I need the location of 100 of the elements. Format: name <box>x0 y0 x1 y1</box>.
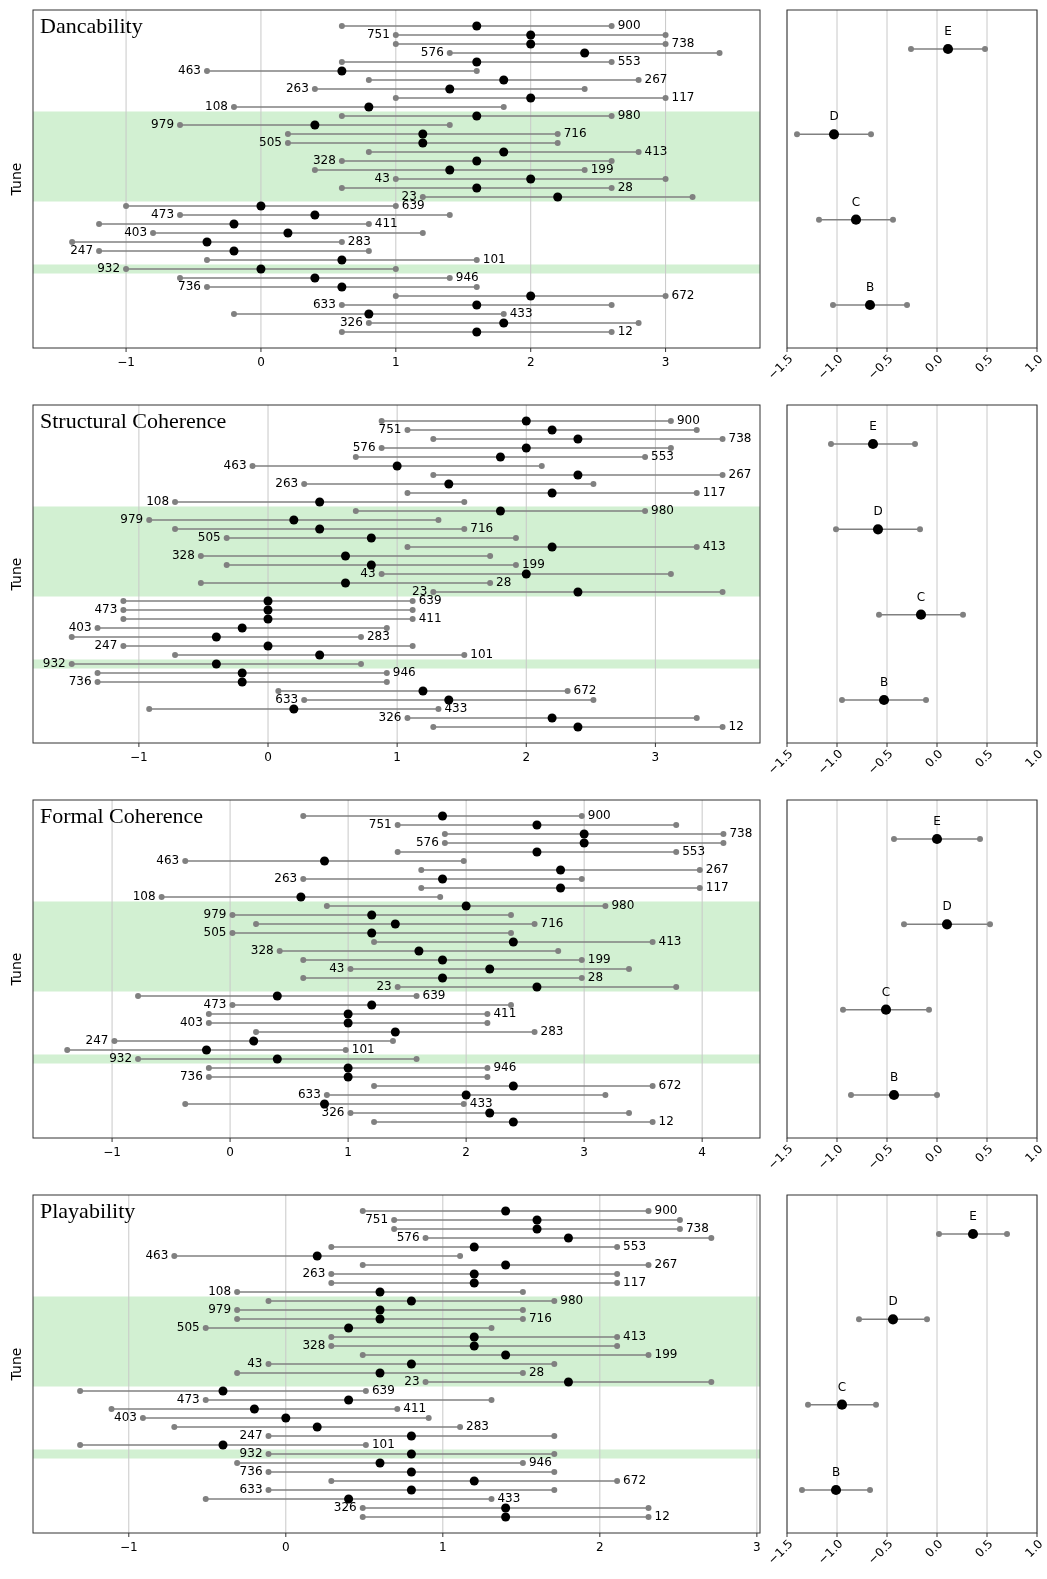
point <box>547 425 557 435</box>
point <box>340 551 351 561</box>
chart-title: Formal Coherence <box>40 803 204 828</box>
point <box>218 1440 228 1450</box>
point <box>472 300 482 310</box>
x-tick-label: 1.0 <box>1022 746 1046 771</box>
point <box>521 443 531 453</box>
point <box>406 1359 416 1369</box>
category-label: 738 <box>671 35 695 50</box>
x-tick-label: 0 <box>281 1540 290 1554</box>
point <box>556 865 566 875</box>
point <box>472 327 482 337</box>
point <box>237 677 247 687</box>
category-label: 12 <box>617 323 633 338</box>
point <box>249 1404 259 1414</box>
point <box>501 1512 511 1522</box>
point <box>508 937 518 947</box>
chart-title: Dancability <box>40 13 143 38</box>
annotation: D <box>873 504 883 519</box>
x-tick-label: −1 <box>117 355 135 369</box>
category-label: 283 <box>347 233 371 248</box>
y-axis-title: Tune <box>8 557 24 592</box>
category-label: 473 <box>176 1391 200 1406</box>
y-axis-title: Tune <box>8 162 24 197</box>
category-label: 247 <box>85 1032 109 1047</box>
category-label: 633 <box>312 296 336 311</box>
annotation: C <box>851 194 861 209</box>
point <box>469 1341 479 1351</box>
category-label: 672 <box>671 287 695 302</box>
category-label: 247 <box>239 1427 263 1442</box>
point <box>418 686 428 696</box>
category-label: 553 <box>623 1238 647 1253</box>
point <box>850 214 862 225</box>
point <box>915 609 927 620</box>
point <box>526 93 536 103</box>
x-tick-label: −1 <box>103 1145 121 1159</box>
point <box>485 964 495 974</box>
category-label: 101 <box>470 646 494 661</box>
category-label: 117 <box>705 879 729 894</box>
category-label: 736 <box>68 673 92 688</box>
point <box>237 668 247 678</box>
category-label: 199 <box>654 1346 678 1361</box>
point <box>315 524 325 534</box>
point <box>864 299 876 311</box>
category-label: 263 <box>285 80 309 95</box>
category-label: 932 <box>239 1445 263 1460</box>
category-label: 28 <box>617 179 633 194</box>
point <box>390 919 400 929</box>
category-label: 283 <box>366 628 390 643</box>
x-tick-label: 2 <box>596 1540 604 1554</box>
point <box>830 1484 842 1496</box>
point <box>579 838 589 848</box>
category-label: 199 <box>590 161 614 176</box>
point <box>461 1090 471 1100</box>
category-label: 736 <box>178 278 201 293</box>
point <box>438 874 448 884</box>
category-label: 738 <box>729 825 753 840</box>
category-label: 411 <box>493 1005 517 1020</box>
annotation: C <box>837 1379 847 1394</box>
point <box>375 1314 385 1324</box>
point <box>375 1287 385 1297</box>
category-label: 411 <box>403 1400 427 1415</box>
category-label: 979 <box>203 906 227 921</box>
x-tick-label: 3 <box>753 1540 761 1554</box>
category-label: 576 <box>396 1229 420 1244</box>
point <box>319 856 330 866</box>
category-label: 900 <box>587 807 611 822</box>
point <box>547 713 557 723</box>
point <box>887 1314 899 1325</box>
point <box>375 1458 385 1468</box>
annotation: B <box>889 1070 899 1084</box>
category-label: 946 <box>528 1454 552 1469</box>
x-tick-label: 1 <box>439 1540 447 1554</box>
category-label: 413 <box>644 143 668 158</box>
category-label: 751 <box>368 816 392 831</box>
category-label: 900 <box>617 17 641 32</box>
point <box>367 910 377 920</box>
category-label: 473 <box>94 601 118 616</box>
category-label: 411 <box>418 610 442 625</box>
category-label: 505 <box>203 924 227 939</box>
category-label: 576 <box>415 834 439 849</box>
point <box>508 1117 518 1127</box>
point <box>256 264 266 274</box>
category-label: 672 <box>658 1077 682 1092</box>
point <box>967 1228 979 1240</box>
category-label: 716 <box>470 520 494 535</box>
point <box>201 1045 211 1055</box>
point <box>211 632 221 642</box>
text: 980 <box>651 502 674 517</box>
point <box>272 1054 282 1064</box>
point <box>573 434 583 444</box>
point <box>472 57 482 67</box>
point <box>343 1063 353 1073</box>
point <box>579 829 589 839</box>
category-label: 463 <box>178 62 201 77</box>
point <box>501 1350 511 1360</box>
point <box>526 174 536 184</box>
category-label: 117 <box>702 484 726 499</box>
category-label: 576 <box>352 439 376 454</box>
point <box>532 1215 542 1225</box>
